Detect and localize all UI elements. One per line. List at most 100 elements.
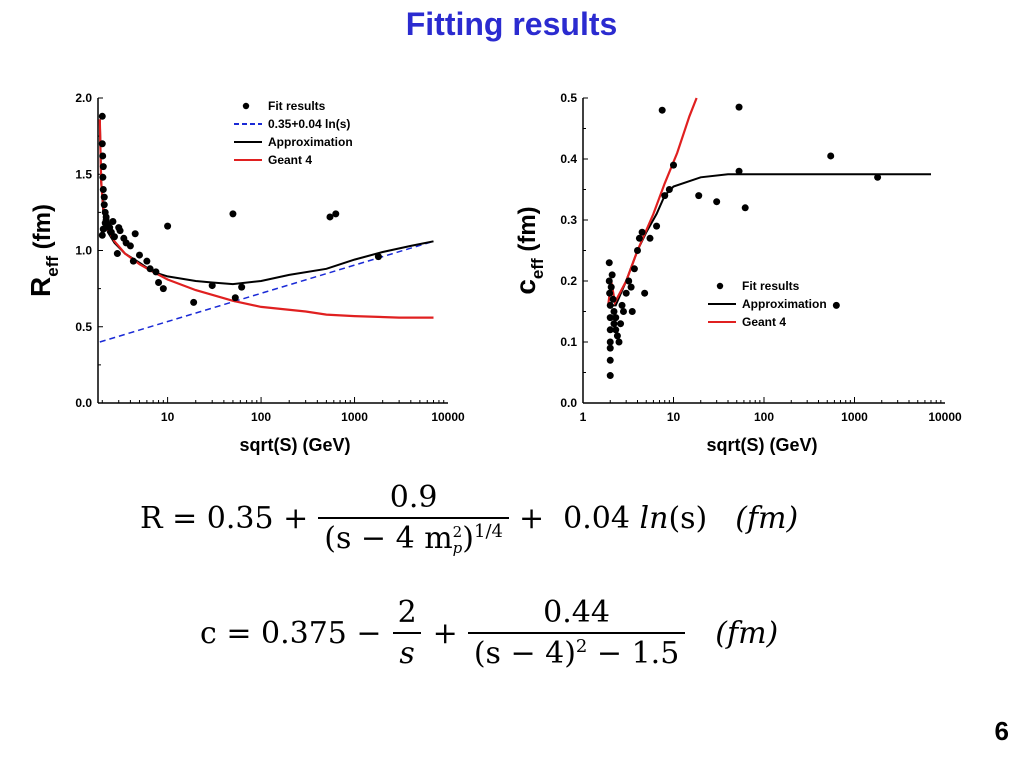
data-point: [628, 308, 636, 315]
data-point: [605, 277, 613, 285]
data-point: [665, 186, 673, 193]
y-tick-label: 0.5: [75, 320, 92, 334]
data-point: [658, 106, 666, 114]
data-point: [612, 314, 620, 322]
data-point: [610, 320, 618, 328]
legend-label: 0.35+0.04 ln(s): [268, 117, 350, 131]
data-point: [332, 210, 340, 218]
data-point: [607, 283, 615, 291]
page-number: 6: [994, 716, 1009, 746]
formula-r-ln: ln: [639, 500, 669, 536]
y-tick-label: 0.5: [560, 91, 577, 105]
data-point: [606, 338, 614, 346]
data-point: [661, 192, 669, 200]
data-point: [129, 257, 137, 265]
data-point: [609, 295, 617, 303]
data-point: [99, 173, 107, 181]
data-point: [646, 234, 654, 242]
data-point: [99, 152, 107, 160]
y-tick-label: 1.5: [75, 167, 92, 181]
formula-r-denominator: (s − 4 m 2 p)1/4: [318, 517, 509, 556]
legend-label: Approximation: [742, 297, 827, 311]
data-point: [238, 283, 246, 291]
formula-c-lhs: c = 0.375 −: [200, 615, 382, 651]
legend-label: Fit results: [268, 99, 326, 113]
data-point: [606, 289, 614, 297]
data-point: [229, 210, 237, 218]
y-tick-label: 0.3: [560, 213, 577, 227]
formula-r-rest: + 0.04: [518, 500, 640, 536]
formula-r-unit: (fm): [735, 500, 799, 536]
data-point: [606, 356, 614, 364]
data-point: [98, 231, 106, 239]
data-point: [100, 193, 108, 201]
legend-marker: [242, 102, 250, 110]
formula-c-unit: (fm): [715, 615, 779, 651]
data-point: [135, 251, 143, 259]
page-title: Fitting results: [405, 6, 618, 42]
data-point: [627, 283, 635, 291]
legend-label: Geant 4: [268, 153, 312, 167]
data-point: [653, 222, 661, 230]
x-tick-label: 10: [667, 410, 681, 424]
data-point: [326, 213, 334, 221]
data-point: [190, 298, 198, 306]
y-tick-label: 0.0: [560, 396, 577, 410]
data-point: [612, 326, 620, 334]
x-tick-label: 1000: [841, 410, 868, 424]
data-point: [374, 253, 382, 261]
y-tick-label: 2.0: [75, 91, 92, 105]
data-point: [110, 233, 118, 241]
formula-r-ln-arg: (s): [668, 500, 708, 536]
data-point: [155, 279, 163, 287]
x-axis-label: sqrt(S) (GeV): [239, 435, 350, 455]
data-point: [618, 301, 626, 309]
data-point: [126, 242, 134, 250]
x-tick-label: 1000: [341, 410, 368, 424]
data-point: [613, 332, 621, 340]
formula-r-lhs: R = 0.35 +: [140, 500, 309, 536]
data-point: [633, 247, 641, 254]
data-point: [625, 277, 633, 285]
data-point: [606, 326, 614, 334]
formula-r-fraction: 0.9 (s − 4 m 2 p)1/4: [318, 480, 509, 556]
legend-label: Fit results: [742, 279, 800, 293]
data-point: [735, 167, 743, 175]
data-point: [622, 289, 630, 297]
data-point: [630, 265, 638, 273]
data-point: [131, 230, 139, 238]
data-point: [619, 308, 627, 315]
y-tick-label: 1.0: [75, 244, 92, 258]
data-point: [635, 234, 643, 242]
data-point: [695, 192, 703, 200]
data-point: [99, 186, 107, 193]
data-point: [113, 250, 121, 258]
data-point: [99, 225, 107, 233]
data-point: [615, 338, 623, 346]
legend-marker: [716, 282, 724, 290]
data-point: [164, 222, 172, 230]
data-point: [874, 173, 882, 181]
formula-c: c = 0.375 − 2 s + 0.44 (s − 4)2 − 1.5 (f…: [200, 595, 778, 671]
data-point: [99, 163, 107, 171]
data-point: [832, 301, 840, 309]
data-point: [208, 282, 216, 290]
formula-r-numerator: 0.9: [389, 480, 438, 515]
data-point: [605, 259, 613, 267]
data-point: [617, 320, 625, 328]
data-point: [606, 372, 614, 380]
data-point: [641, 289, 649, 297]
data-point: [98, 140, 106, 148]
y-tick-label: 0.0: [75, 396, 92, 410]
y-tick-label: 0.2: [560, 274, 577, 288]
data-point: [98, 112, 106, 120]
data-point: [608, 271, 616, 279]
data-point: [231, 294, 239, 302]
data-point: [152, 268, 160, 276]
data-point: [713, 198, 721, 206]
data-point: [670, 161, 677, 169]
formula-c-plus: +: [432, 615, 458, 651]
x-axis-label: sqrt(S) (GeV): [706, 435, 817, 455]
